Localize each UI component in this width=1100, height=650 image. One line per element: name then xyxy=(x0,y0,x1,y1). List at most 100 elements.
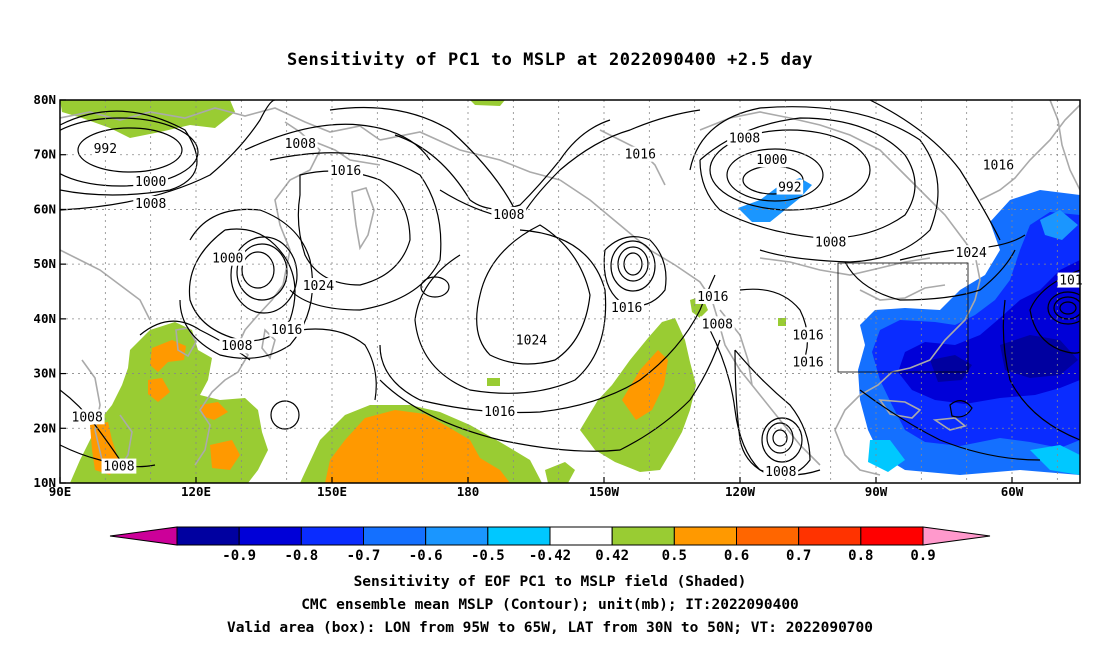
contour-label: 1016 xyxy=(792,328,823,343)
map-frame xyxy=(59,99,1081,484)
colorbar-box xyxy=(300,526,365,546)
lat-tick-label: 60N xyxy=(33,201,56,216)
colorbar: -0.9 -0.8 -0.7 -0.6 -0.5 -0.42 0.42 0.5 0.6 0.7 0.… xyxy=(109,526,991,564)
contour-label-bg xyxy=(622,146,658,162)
colorbar-label: 0.8 xyxy=(848,548,873,564)
colorbar-box xyxy=(425,526,489,546)
contour-label: 1008 xyxy=(702,317,733,332)
colorbar-box xyxy=(673,526,737,546)
colorbar-label: 0.5 xyxy=(662,548,687,564)
contour-label: 1024 xyxy=(516,334,547,349)
lon-tick-label: 120W xyxy=(725,484,756,499)
lon-tick-label: 150E xyxy=(317,484,347,499)
contour-label: 1008 xyxy=(729,131,760,146)
contour-labels: 992 1000 1008 1008 1016 1000 1024 1016 1008 1008 1… xyxy=(69,130,1085,480)
colorbar-label: 0.6 xyxy=(724,548,749,564)
contour-label-bg xyxy=(981,157,1016,173)
coastlines xyxy=(60,100,1080,476)
contour-label-bg xyxy=(953,245,989,261)
lat-tick-label: 10N xyxy=(33,475,56,490)
contour-label-bg xyxy=(328,163,363,179)
contour-label-bg xyxy=(69,409,105,425)
colorbar-label: -0.6 xyxy=(409,548,443,564)
contour-label-bg xyxy=(133,195,169,211)
contour-label-bg xyxy=(101,458,137,474)
contour-label: 1000 xyxy=(756,153,787,168)
contour-label: 1008 xyxy=(103,460,134,475)
colorbar-box xyxy=(736,526,800,546)
contour-label-bg xyxy=(282,135,318,151)
contour-label-bg xyxy=(301,278,336,294)
valid-area-box xyxy=(837,262,969,373)
lon-tick-label: 150W xyxy=(589,484,620,499)
lat-tick-label: 30N xyxy=(33,366,56,381)
contour-label: 1000 xyxy=(135,175,166,190)
colorbar-box xyxy=(860,526,924,546)
colorbar-label: 0.9 xyxy=(910,548,935,564)
contour-label-bg xyxy=(514,332,549,348)
colorbar-label: -0.9 xyxy=(222,548,256,564)
contour-label-bg xyxy=(754,152,790,168)
lat-tick-label: 70N xyxy=(33,147,56,162)
contour-label-bg xyxy=(92,141,119,157)
caption-line-2: CMC ensemble mean MSLP (Contour); unit(m… xyxy=(301,597,799,613)
contour-label: 1008 xyxy=(765,465,796,480)
colorbar-label: -0.7 xyxy=(347,548,381,564)
contour-label: 1016 xyxy=(697,290,728,305)
colorbar-box xyxy=(363,526,427,546)
lon-tick-label: 180 xyxy=(457,484,480,499)
caption-line-3: Valid area (box): LON from 95W to 65W, L… xyxy=(226,620,873,636)
contour-label: 1008 xyxy=(285,137,316,152)
contour-label: 1016 xyxy=(271,323,302,338)
contour-label-bg xyxy=(609,299,645,315)
grid-lines xyxy=(60,100,1080,483)
lat-tick-label: 80N xyxy=(33,92,56,107)
contour-label: 1016 xyxy=(484,405,515,420)
contour-label-bg xyxy=(727,130,762,146)
colorbar-box xyxy=(549,526,613,546)
colorbar-label: 0.42 xyxy=(595,548,629,564)
contour-label-bg xyxy=(699,316,735,332)
contour-label: 1016 xyxy=(625,148,656,163)
contour-label-bg xyxy=(133,174,169,190)
contour-label-bg xyxy=(210,250,246,266)
contour-label: 1008 xyxy=(135,197,166,212)
contour-label: 101 xyxy=(1059,274,1082,289)
contour-label: 1024 xyxy=(956,246,987,261)
colorbar-label: -0.8 xyxy=(284,548,318,564)
contour-label: 1024 xyxy=(303,279,334,294)
colorbar-high-extension xyxy=(922,526,991,546)
mslp-contours xyxy=(60,100,1080,477)
contour-label: 992 xyxy=(778,181,801,196)
contour-label-bg xyxy=(219,338,255,354)
colorbar-label: -0.5 xyxy=(471,548,505,564)
contour-label: 1016 xyxy=(983,159,1014,174)
contour-label-bg xyxy=(790,354,826,370)
contour-label-bg xyxy=(482,403,518,419)
colorbar-box xyxy=(176,526,240,546)
contour-label: 1008 xyxy=(493,208,524,223)
colorbar-low-extension xyxy=(109,526,178,546)
contour-label-bg xyxy=(790,327,826,343)
contour-label-bg xyxy=(776,179,804,195)
colorbar-box xyxy=(487,526,551,546)
negative-sensitivity-shading xyxy=(738,178,1080,475)
lon-tick-label: 120E xyxy=(181,484,211,499)
contour-label-bg xyxy=(695,288,731,304)
contour-label: 1000 xyxy=(212,252,243,267)
lat-tick-label: 40N xyxy=(33,311,56,326)
colorbar-label: -0.42 xyxy=(529,548,571,564)
contour-label: 1008 xyxy=(815,235,846,250)
lat-tick-label: 50N xyxy=(33,256,56,271)
contour-label: 1016 xyxy=(792,356,823,371)
contour-label: 1008 xyxy=(221,339,252,354)
contour-label-bg xyxy=(1057,272,1085,288)
colorbar-box xyxy=(798,526,862,546)
contour-label-bg xyxy=(813,234,849,250)
caption-line-1: Sensitivity of EOF PC1 to MSLP field (Sh… xyxy=(353,574,747,590)
positive-sensitivity-shading xyxy=(60,100,786,483)
contour-label-bg xyxy=(269,321,305,337)
contour-label: 1016 xyxy=(330,164,361,179)
colorbar-box xyxy=(611,526,675,546)
